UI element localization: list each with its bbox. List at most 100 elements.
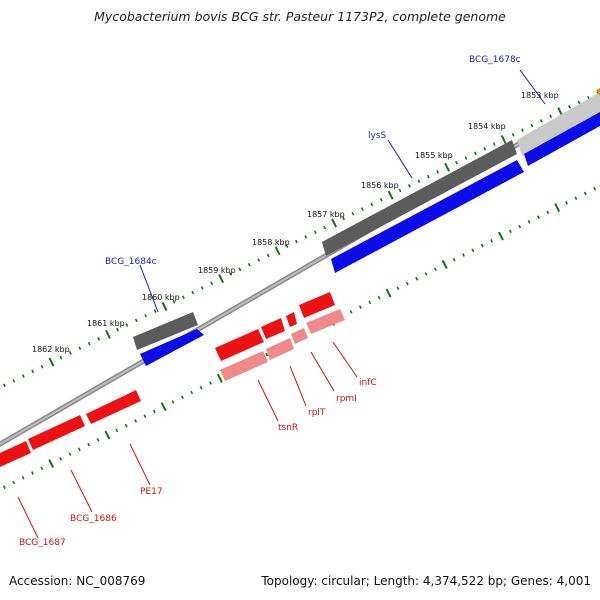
minor-tick <box>370 202 374 207</box>
gene-arrow-bcg-1686[interactable] <box>28 415 85 450</box>
gene-arrow-small[interactable] <box>286 312 297 327</box>
accession-text: Accession: NC_008769 <box>9 574 146 588</box>
gene-label-bcg-1684c[interactable]: BCG_1684c <box>105 257 157 267</box>
minor-tick <box>181 295 185 299</box>
ruler-label: 1857 kbp <box>307 210 345 219</box>
major-tick <box>387 190 394 200</box>
minor-tick <box>257 258 261 262</box>
minor-tick <box>360 207 364 211</box>
gene-arrow-forward-long[interactable] <box>331 160 524 273</box>
minor-tick <box>59 457 63 461</box>
minor-tick <box>313 230 317 235</box>
gene-label-infc[interactable]: infC <box>359 378 377 388</box>
minor-tick <box>568 105 572 109</box>
minor-tick <box>180 395 184 399</box>
gene-arrow-infc[interactable] <box>299 292 335 318</box>
marker-orange <box>596 88 600 96</box>
minor-tick <box>349 310 353 314</box>
minor-tick <box>577 100 581 105</box>
minor-tick <box>59 355 63 360</box>
gene-label-pe17[interactable]: PE17 <box>140 487 163 497</box>
minor-tick <box>12 378 16 383</box>
minor-tick <box>436 170 440 174</box>
gene-arrow-rplt[interactable] <box>215 329 264 361</box>
genome-title: Mycobacterium bovis BCG str. Pasteur 117… <box>94 9 506 24</box>
minor-tick <box>134 318 138 323</box>
gene-arrow-rpmi[interactable] <box>261 318 285 339</box>
cds-block-rplt[interactable] <box>266 338 294 360</box>
gene-arrow-pe17[interactable] <box>86 390 141 424</box>
major-tick <box>48 357 55 367</box>
minor-tick <box>426 174 430 179</box>
minor-tick <box>247 262 251 267</box>
gene-label-bcg-1678c[interactable]: BCG_1678c <box>469 55 521 65</box>
gene-arrow-bcg-1687[interactable] <box>0 441 31 467</box>
minor-tick <box>190 390 194 395</box>
minor-tick <box>433 267 437 272</box>
major-tick <box>161 302 168 311</box>
minor-tick <box>473 151 477 156</box>
minor-tick <box>77 447 81 452</box>
minor-tick <box>379 197 383 202</box>
minor-tick <box>464 156 468 160</box>
gene-arrow-bcg-1684c[interactable] <box>140 329 204 366</box>
minor-tick <box>294 239 298 244</box>
minor-tick <box>530 123 534 128</box>
reverse-gene-labels: infC rpmI rplT tsnR PE17 BCG_1686 BCG_16… <box>19 378 377 548</box>
minor-tick <box>2 383 6 388</box>
gene-label-tsnr[interactable]: tsnR <box>278 423 298 433</box>
minor-tick <box>144 313 148 318</box>
cds-block-bcg-1678c[interactable] <box>517 92 600 156</box>
cds-block-forward-long[interactable] <box>322 140 517 256</box>
minor-tick <box>40 365 44 369</box>
major-tick <box>441 260 448 269</box>
minor-tick <box>583 191 587 196</box>
minor-tick <box>358 305 362 309</box>
gene-label-bcg-1686[interactable]: BCG_1686 <box>70 514 117 524</box>
minor-tick <box>12 480 16 485</box>
minor-tick <box>368 300 372 305</box>
gene-label-rpmi[interactable]: rpmI <box>336 394 357 404</box>
ruler-label: 1861 kbp <box>87 319 125 328</box>
cds-block-bcg-1684c[interactable] <box>133 312 198 350</box>
major-tick <box>500 134 507 144</box>
major-tick <box>105 329 111 339</box>
minor-tick <box>285 244 289 248</box>
minor-tick <box>87 442 91 447</box>
minor-tick <box>21 374 25 378</box>
major-tick <box>385 288 392 298</box>
gene-label-lyss[interactable]: lysS <box>368 131 387 141</box>
gene-label-rplt[interactable]: rplT <box>308 408 326 418</box>
minor-tick <box>574 196 578 200</box>
cds-block-rpmi[interactable] <box>291 328 308 344</box>
minor-tick <box>396 286 400 290</box>
minor-tick <box>153 309 157 313</box>
major-tick <box>331 218 337 228</box>
minor-tick <box>68 351 72 355</box>
minor-tick <box>492 142 496 146</box>
ruler-label: 1853 kbp <box>521 91 559 100</box>
minor-tick <box>511 133 515 137</box>
minor-tick <box>407 184 411 188</box>
minor-tick <box>87 341 91 346</box>
minor-tick <box>304 235 308 239</box>
ruler-label: 1856 kbp <box>361 181 399 190</box>
cds-block-tsnr[interactable] <box>220 351 268 381</box>
minor-tick <box>405 281 409 286</box>
minor-tick <box>96 438 100 442</box>
gene-arrow-bcg-1678c[interactable] <box>524 112 600 166</box>
minor-tick <box>323 225 327 230</box>
minor-tick <box>539 119 543 123</box>
minor-tick <box>31 471 34 475</box>
gene-label-bcg-1687[interactable]: BCG_1687 <box>19 538 66 548</box>
minor-tick <box>527 220 531 224</box>
minor-tick <box>455 160 459 165</box>
minor-tick <box>210 281 214 286</box>
minor-tick <box>209 381 212 385</box>
minor-tick <box>546 210 550 215</box>
major-tick <box>104 430 111 440</box>
minor-tick <box>115 327 119 332</box>
major-tick <box>218 274 224 284</box>
cds-block-infc[interactable] <box>306 309 345 334</box>
